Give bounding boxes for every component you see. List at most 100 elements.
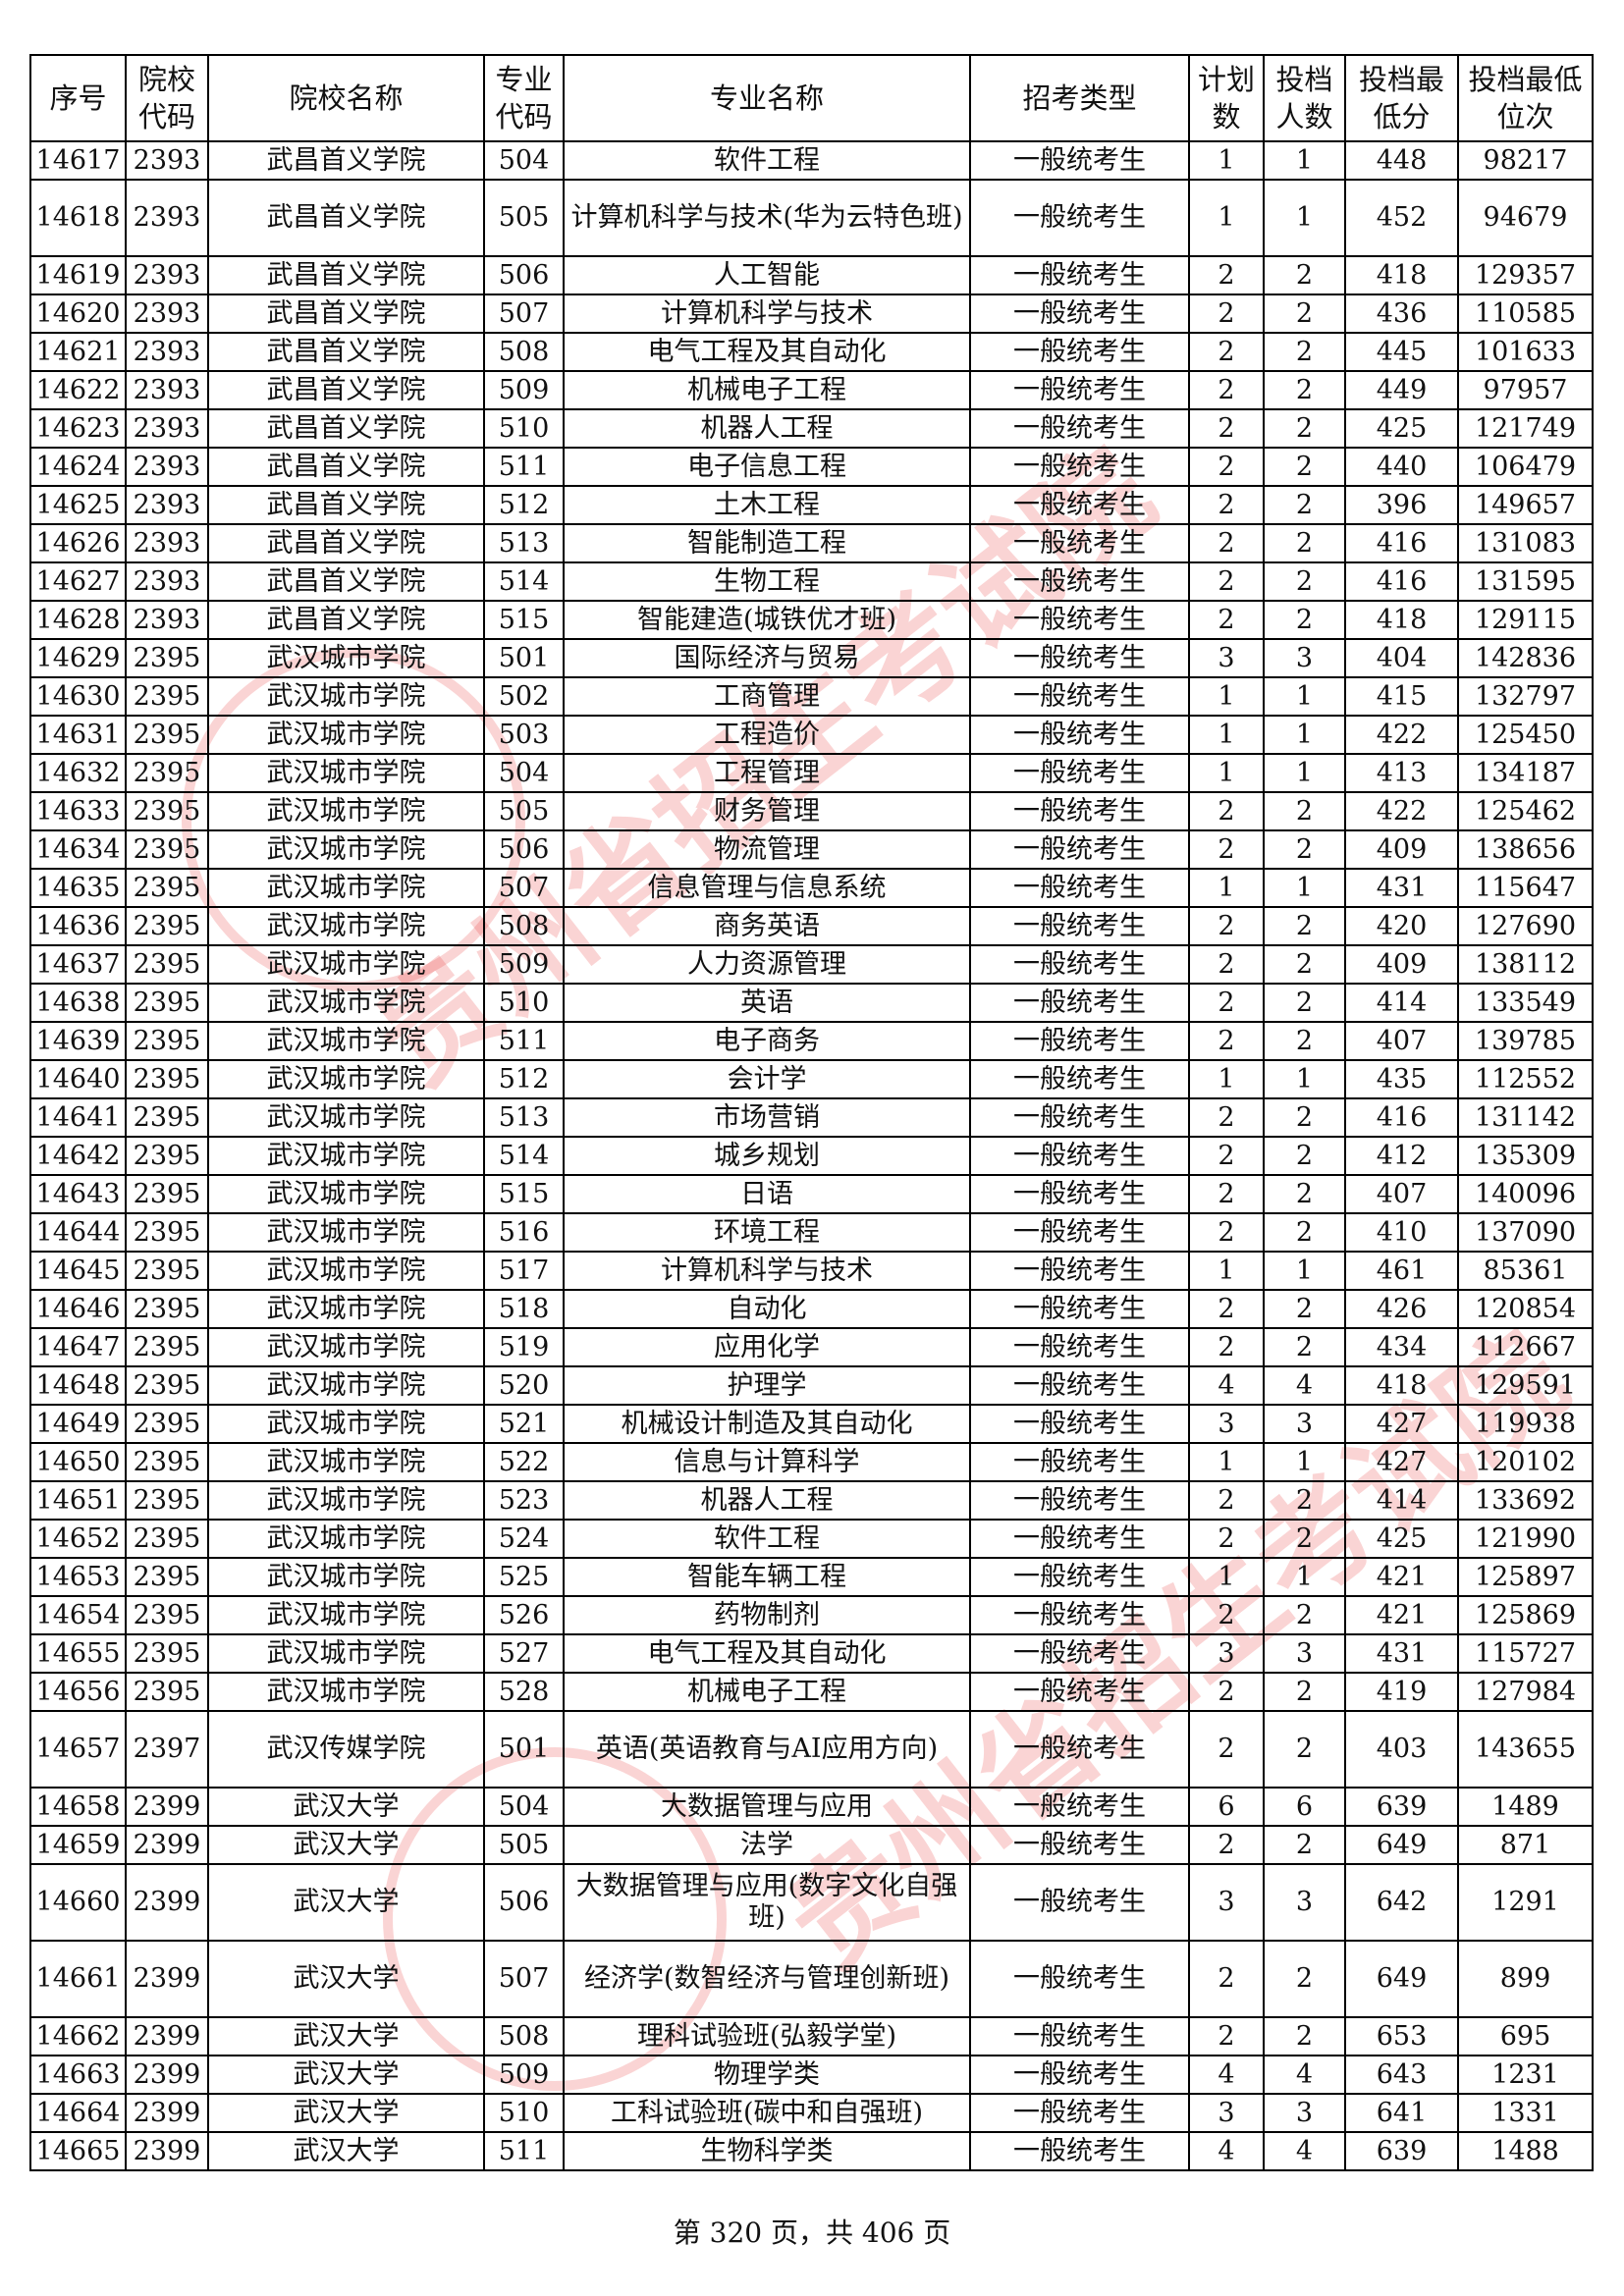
page-footer: 第 320 页，共 406 页 (673, 2216, 951, 2249)
cell-admitted-count: 2 (1263, 944, 1346, 985)
cell-major-code: 506 (483, 255, 565, 295)
cell-min-score: 425 (1344, 1519, 1459, 1559)
cell-school-code: 2395 (125, 1174, 209, 1214)
cell-min-score: 409 (1344, 829, 1459, 870)
cell-plan-count: 3 (1188, 638, 1265, 678)
cell-min-score: 419 (1344, 1672, 1459, 1712)
table-row: 14660 2399 武汉大学 506 大数据管理与应用(数字文化自强班) 一般统考生 3 3… (29, 1863, 1594, 1942)
cell-admission-type: 一般统考生 (969, 1289, 1190, 1329)
cell-school-name: 武汉城市学院 (207, 1327, 485, 1367)
header-major-code: 专业代码 (483, 54, 565, 142)
cell-major-name: 计算机科学与技术 (563, 294, 971, 334)
cell-plan-count: 2 (1188, 1097, 1265, 1138)
cell-admitted-count: 2 (1263, 1595, 1346, 1635)
cell-plan-count: 3 (1188, 1863, 1265, 1942)
cell-major-code: 525 (483, 1557, 565, 1597)
cell-seq: 14621 (29, 332, 127, 372)
cell-major-name: 计算机科学与技术(华为云特色班) (563, 179, 971, 257)
cell-seq: 14620 (29, 294, 127, 334)
cell-major-name: 英语(英语教育与AI应用方向) (563, 1710, 971, 1789)
cell-school-name: 武汉城市学院 (207, 1212, 485, 1253)
cell-major-name: 国际经济与贸易 (563, 638, 971, 678)
cell-min-score: 435 (1344, 1059, 1459, 1099)
cell-min-score: 434 (1344, 1327, 1459, 1367)
cell-admission-type: 一般统考生 (969, 1442, 1190, 1482)
cell-major-code: 523 (483, 1480, 565, 1521)
cell-seq: 14635 (29, 868, 127, 908)
cell-school-name: 武汉城市学院 (207, 983, 485, 1023)
cell-seq: 14637 (29, 944, 127, 985)
cell-min-score: 449 (1344, 370, 1459, 410)
cell-min-score: 421 (1344, 1557, 1459, 1597)
cell-min-score: 412 (1344, 1136, 1459, 1176)
cell-school-code: 2395 (125, 1519, 209, 1559)
table-row: 14655 2395 武汉城市学院 527 电气工程及其自动化 一般统考生 3 3 431 115… (29, 1633, 1594, 1674)
cell-major-name: 市场营销 (563, 1097, 971, 1138)
cell-min-rank: 127984 (1457, 1672, 1594, 1712)
cell-major-code: 514 (483, 561, 565, 602)
table-row: 14624 2393 武昌首义学院 511 电子信息工程 一般统考生 2 2 440 106479 (29, 447, 1594, 487)
cell-min-score: 653 (1344, 2016, 1459, 2056)
cell-admission-type: 一般统考生 (969, 485, 1190, 525)
cell-school-code: 2393 (125, 294, 209, 334)
cell-major-name: 信息管理与信息系统 (563, 868, 971, 908)
table-row: 14646 2395 武汉城市学院 518 自动化 一般统考生 2 2 426 120854 (29, 1289, 1594, 1329)
cell-school-code: 2393 (125, 561, 209, 602)
cell-major-name: 信息与计算科学 (563, 1442, 971, 1482)
cell-admission-type: 一般统考生 (969, 1672, 1190, 1712)
cell-school-name: 武汉城市学院 (207, 1557, 485, 1597)
cell-admitted-count: 2 (1263, 829, 1346, 870)
cell-admission-type: 一般统考生 (969, 1021, 1190, 1061)
table-row: 14633 2395 武汉城市学院 505 财务管理 一般统考生 2 2 422 125462 (29, 791, 1594, 831)
cell-min-rank: 119938 (1457, 1404, 1594, 1444)
cell-min-rank: 1331 (1457, 2093, 1594, 2133)
cell-seq: 14664 (29, 2093, 127, 2133)
cell-min-rank: 1488 (1457, 2131, 1594, 2171)
cell-admission-type: 一般统考生 (969, 1519, 1190, 1559)
table-row: 14654 2395 武汉城市学院 526 药物制剂 一般统考生 2 2 421 125869 (29, 1595, 1594, 1635)
cell-admitted-count: 2 (1263, 791, 1346, 831)
cell-major-code: 527 (483, 1633, 565, 1674)
table-row: 14628 2393 武昌首义学院 515 智能建造(城铁优才班) 一般统考生 2 2 418 1… (29, 600, 1594, 640)
cell-major-name: 人工智能 (563, 255, 971, 295)
cell-school-code: 2399 (125, 1787, 209, 1827)
cell-seq: 14649 (29, 1404, 127, 1444)
cell-major-code: 521 (483, 1404, 565, 1444)
cell-admitted-count: 2 (1263, 370, 1346, 410)
cell-min-rank: 125869 (1457, 1595, 1594, 1635)
cell-min-score: 639 (1344, 1787, 1459, 1827)
table-row: 14661 2399 武汉大学 507 经济学(数智经济与管理创新班) 一般统考生 2 2 64… (29, 1940, 1594, 2018)
cell-admission-type: 一般统考生 (969, 179, 1190, 257)
cell-min-score: 415 (1344, 676, 1459, 717)
cell-min-rank: 132797 (1457, 676, 1594, 717)
cell-min-rank: 97957 (1457, 370, 1594, 410)
cell-admission-type: 一般统考生 (969, 676, 1190, 717)
cell-admitted-count: 2 (1263, 906, 1346, 946)
cell-major-code: 505 (483, 1825, 565, 1865)
cell-plan-count: 2 (1188, 332, 1265, 372)
table-row: 14623 2393 武昌首义学院 510 机器人工程 一般统考生 2 2 425 121749 (29, 408, 1594, 449)
table-row: 14665 2399 武汉大学 511 生物科学类 一般统考生 4 4 639 1488 (29, 2131, 1594, 2171)
cell-school-code: 2395 (125, 1021, 209, 1061)
cell-plan-count: 2 (1188, 255, 1265, 295)
cell-plan-count: 1 (1188, 1442, 1265, 1482)
cell-plan-count: 1 (1188, 676, 1265, 717)
cell-seq: 14630 (29, 676, 127, 717)
cell-min-rank: 138112 (1457, 944, 1594, 985)
cell-admission-type: 一般统考生 (969, 370, 1190, 410)
cell-school-code: 2395 (125, 1633, 209, 1674)
cell-admitted-count: 1 (1263, 1059, 1346, 1099)
cell-admitted-count: 1 (1263, 868, 1346, 908)
cell-major-code: 514 (483, 1136, 565, 1176)
cell-admission-type: 一般统考生 (969, 523, 1190, 563)
cell-school-code: 2395 (125, 638, 209, 678)
cell-plan-count: 2 (1188, 408, 1265, 449)
cell-plan-count: 1 (1188, 179, 1265, 257)
cell-major-name: 机器人工程 (563, 1480, 971, 1521)
cell-seq: 14647 (29, 1327, 127, 1367)
cell-min-score: 436 (1344, 294, 1459, 334)
cell-admission-type: 一般统考生 (969, 1710, 1190, 1789)
cell-seq: 14657 (29, 1710, 127, 1789)
cell-plan-count: 2 (1188, 447, 1265, 487)
table-row: 14631 2395 武汉城市学院 503 工程造价 一般统考生 1 1 422 125450 (29, 715, 1594, 755)
